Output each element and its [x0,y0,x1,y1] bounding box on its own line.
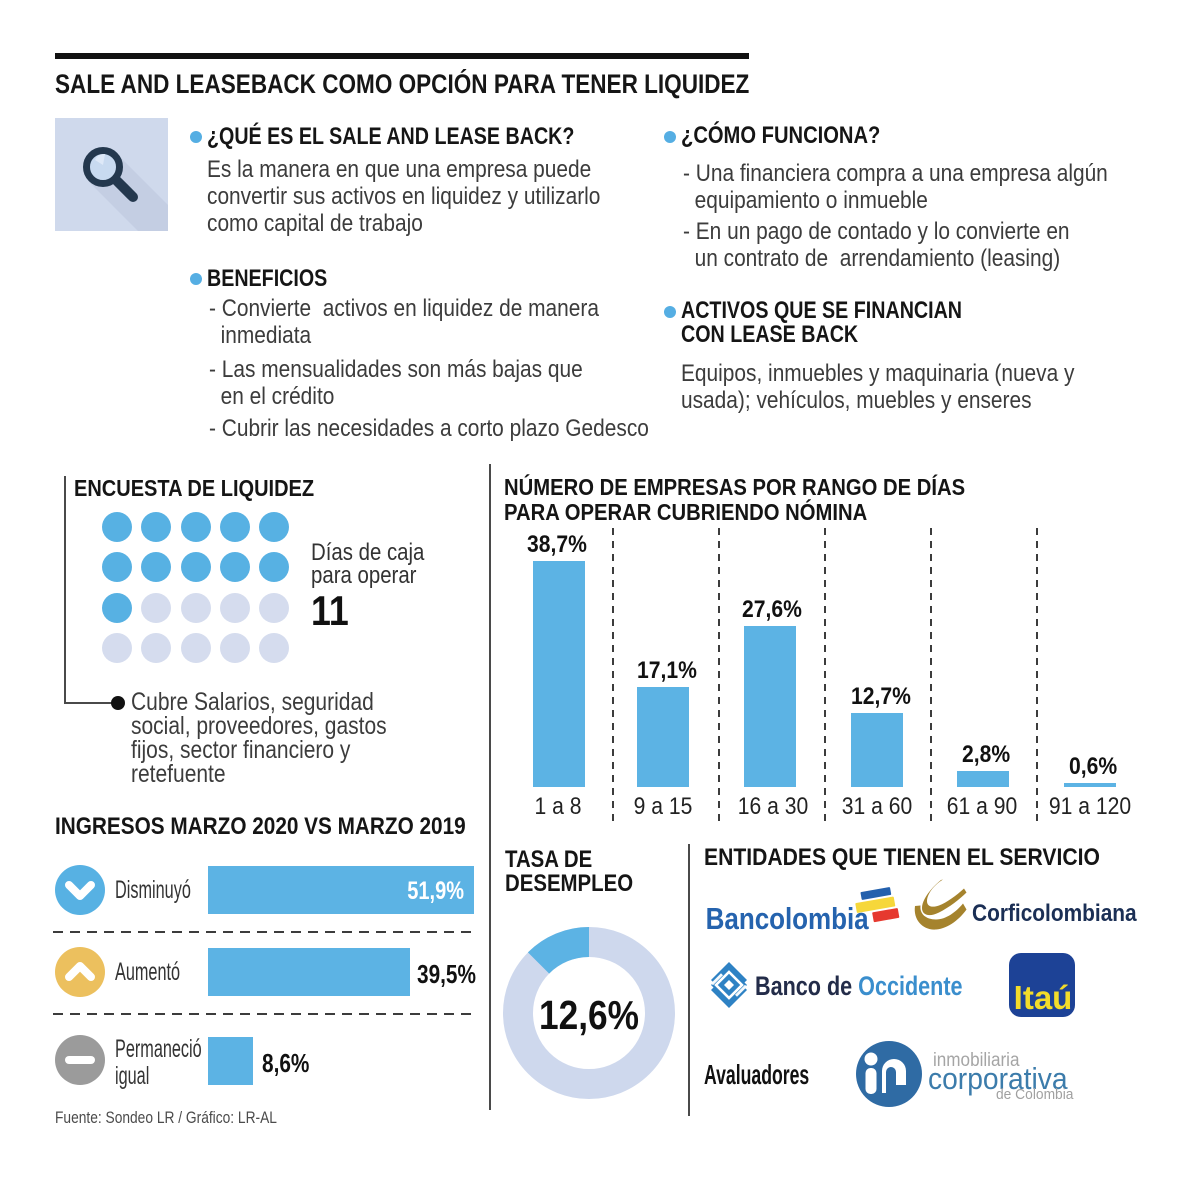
svg-text:Corficolombiana: Corficolombiana [972,900,1137,927]
svg-text:Banco de Occidente: Banco de Occidente [755,972,963,1002]
svg-text:Bancolombia: Bancolombia [706,902,870,937]
